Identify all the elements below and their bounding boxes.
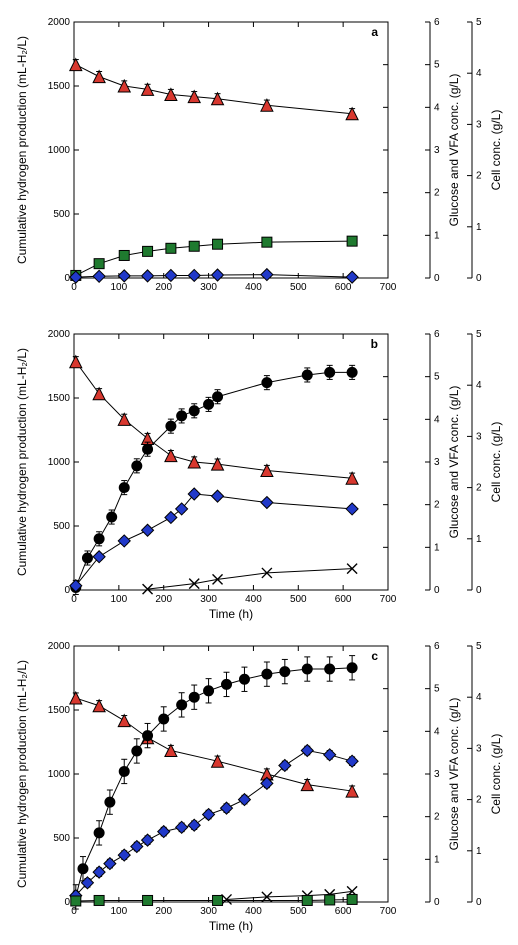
svg-text:2000: 2000: [48, 17, 71, 28]
svg-text:3: 3: [476, 743, 482, 754]
svg-text:2000: 2000: [48, 329, 71, 340]
svg-text:0: 0: [64, 273, 70, 284]
svg-text:400: 400: [245, 282, 262, 293]
svg-text:0: 0: [434, 897, 440, 908]
svg-text:500: 500: [290, 906, 307, 917]
svg-text:300: 300: [200, 594, 217, 605]
svg-text:4: 4: [476, 380, 482, 391]
svg-text:1000: 1000: [48, 145, 71, 156]
svg-text:100: 100: [111, 594, 128, 605]
svg-text:2: 2: [434, 500, 440, 511]
svg-text:3: 3: [476, 119, 482, 130]
svg-text:6: 6: [434, 641, 440, 652]
svg-text:5: 5: [476, 17, 482, 28]
svg-text:200: 200: [155, 282, 172, 293]
svg-text:100: 100: [111, 906, 128, 917]
svg-text:2: 2: [476, 795, 482, 806]
svg-text:3: 3: [434, 457, 440, 468]
svg-text:400: 400: [245, 906, 262, 917]
svg-text:Glucose and VFA conc. (g/L): Glucose and VFA conc. (g/L): [447, 74, 461, 227]
svg-text:2: 2: [434, 812, 440, 823]
svg-text:5: 5: [434, 60, 440, 71]
svg-text:3: 3: [476, 431, 482, 442]
chart-svg: 0500100015002000012345601234501002003004…: [0, 0, 518, 945]
svg-text:1500: 1500: [48, 393, 71, 404]
svg-text:1: 1: [434, 542, 440, 553]
svg-text:Cumulative hydrogen production: Cumulative hydrogen production (mL-H₂/L): [15, 36, 29, 264]
svg-text:600: 600: [335, 906, 352, 917]
svg-text:1: 1: [434, 230, 440, 241]
svg-text:4: 4: [434, 726, 440, 737]
svg-text:0: 0: [476, 585, 482, 596]
svg-text:0: 0: [71, 594, 77, 605]
svg-text:4: 4: [476, 692, 482, 703]
svg-text:4: 4: [476, 68, 482, 79]
svg-text:6: 6: [434, 17, 440, 28]
svg-text:6: 6: [434, 329, 440, 340]
svg-text:Cell conc. (g/L): Cell conc. (g/L): [489, 734, 503, 815]
svg-text:4: 4: [434, 102, 440, 113]
svg-text:a: a: [371, 25, 378, 39]
svg-text:0: 0: [71, 906, 77, 917]
svg-text:300: 300: [200, 906, 217, 917]
svg-text:0: 0: [64, 585, 70, 596]
svg-text:2000: 2000: [48, 641, 71, 652]
svg-text:3: 3: [434, 769, 440, 780]
svg-text:Time (h): Time (h): [209, 919, 253, 933]
svg-text:600: 600: [335, 282, 352, 293]
svg-text:500: 500: [53, 833, 70, 844]
svg-text:0: 0: [476, 897, 482, 908]
svg-text:500: 500: [53, 521, 70, 532]
svg-text:200: 200: [155, 594, 172, 605]
svg-text:200: 200: [155, 906, 172, 917]
svg-text:1000: 1000: [48, 769, 71, 780]
svg-text:5: 5: [476, 641, 482, 652]
svg-text:5: 5: [434, 372, 440, 383]
svg-text:700: 700: [380, 282, 397, 293]
svg-text:5: 5: [434, 684, 440, 695]
svg-text:4: 4: [434, 414, 440, 425]
svg-text:5: 5: [476, 329, 482, 340]
svg-text:700: 700: [380, 906, 397, 917]
svg-text:1: 1: [476, 534, 482, 545]
svg-text:1500: 1500: [48, 705, 71, 716]
svg-text:Time (h): Time (h): [209, 607, 253, 621]
svg-text:1500: 1500: [48, 81, 71, 92]
svg-text:3: 3: [434, 145, 440, 156]
svg-text:2: 2: [476, 171, 482, 182]
svg-text:1: 1: [476, 846, 482, 857]
svg-text:c: c: [371, 649, 378, 663]
svg-text:Cell conc. (g/L): Cell conc. (g/L): [489, 422, 503, 503]
svg-text:1: 1: [476, 222, 482, 233]
svg-text:2: 2: [476, 483, 482, 494]
svg-text:500: 500: [290, 594, 307, 605]
svg-text:500: 500: [290, 282, 307, 293]
svg-text:700: 700: [380, 594, 397, 605]
svg-text:Cumulative hydrogen production: Cumulative hydrogen production (mL-H₂/L): [15, 348, 29, 576]
svg-text:1000: 1000: [48, 457, 71, 468]
svg-text:0: 0: [71, 282, 77, 293]
figure-canvas: 0500100015002000012345601234501002003004…: [0, 0, 518, 945]
svg-text:500: 500: [53, 209, 70, 220]
svg-text:0: 0: [434, 585, 440, 596]
svg-text:Cumulative hydrogen production: Cumulative hydrogen production (mL-H₂/L): [15, 660, 29, 888]
svg-text:0: 0: [476, 273, 482, 284]
svg-text:Cell conc. (g/L): Cell conc. (g/L): [489, 110, 503, 191]
svg-text:Glucose and VFA conc. (g/L): Glucose and VFA conc. (g/L): [447, 386, 461, 539]
svg-text:b: b: [371, 337, 378, 351]
svg-text:Glucose and VFA conc. (g/L): Glucose and VFA conc. (g/L): [447, 698, 461, 851]
svg-text:1: 1: [434, 854, 440, 865]
svg-text:100: 100: [111, 282, 128, 293]
svg-text:300: 300: [200, 282, 217, 293]
svg-text:0: 0: [434, 273, 440, 284]
svg-text:400: 400: [245, 594, 262, 605]
svg-text:2: 2: [434, 188, 440, 199]
svg-text:0: 0: [64, 897, 70, 908]
svg-text:600: 600: [335, 594, 352, 605]
